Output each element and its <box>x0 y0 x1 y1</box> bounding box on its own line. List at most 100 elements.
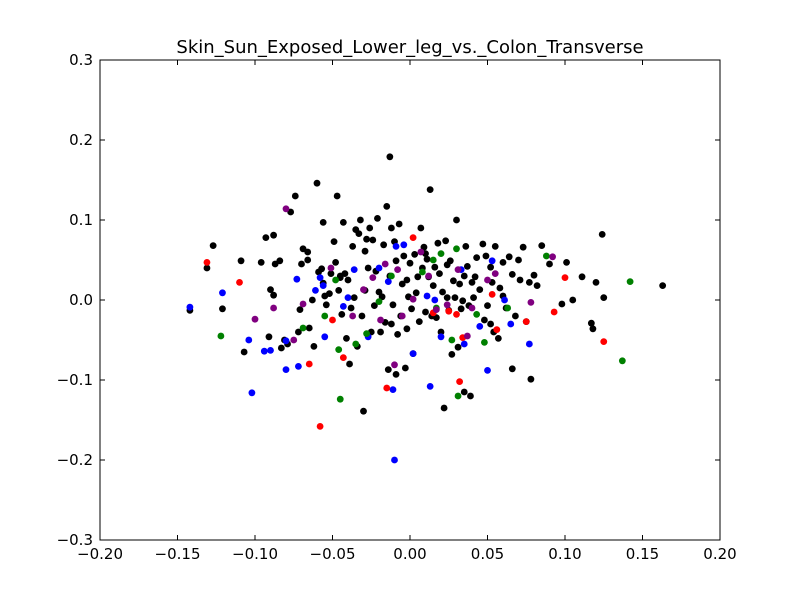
data-point-black <box>392 371 400 378</box>
data-point-black <box>203 264 211 272</box>
data-point-purple <box>484 276 491 284</box>
data-point-purple <box>394 266 401 273</box>
x-tick-label: 0.05 <box>471 545 504 563</box>
data-point-black <box>487 263 494 271</box>
data-point-green <box>618 357 626 365</box>
data-point-black <box>429 282 437 289</box>
data-point-black <box>512 312 519 320</box>
data-point-purple <box>491 270 499 277</box>
data-point-black <box>304 248 312 256</box>
data-point-black <box>386 153 394 161</box>
data-point-black <box>505 253 513 261</box>
data-point-black <box>431 263 439 271</box>
data-point-black <box>491 243 499 250</box>
data-point-black <box>358 312 366 320</box>
data-point-black <box>310 343 318 350</box>
data-point-purple <box>270 304 277 312</box>
data-point-purple <box>398 312 406 320</box>
data-point-purple <box>468 304 476 312</box>
data-point-black <box>270 291 277 299</box>
data-point-green <box>448 336 456 344</box>
data-point-black <box>398 280 406 288</box>
x-axis-tick-labels: −0.20 −0.15 −0.10 −0.05 0.00 0.05 0.10 0.15 0.20 <box>77 545 737 563</box>
y-tick-label: 0.3 <box>69 51 93 69</box>
data-point-purple <box>463 332 471 340</box>
data-point-black <box>471 273 479 281</box>
data-point-black <box>563 259 570 266</box>
data-point-blue <box>392 243 400 250</box>
y-tick-label: 0.1 <box>69 211 93 229</box>
data-point-green <box>332 276 339 284</box>
data-point-blue <box>248 389 256 397</box>
data-point-black <box>412 289 420 297</box>
data-point-black <box>291 192 299 200</box>
chart-title: Skin_Sun_Exposed_Lower_leg_vs._Colon_Tra… <box>176 37 643 58</box>
data-point-black <box>600 294 608 301</box>
data-point-black <box>308 296 316 304</box>
data-point-black <box>319 219 327 226</box>
x-tick-label: −0.15 <box>155 545 201 563</box>
data-point-black <box>237 257 245 265</box>
data-point-black <box>456 280 463 288</box>
data-point-blue <box>282 366 290 373</box>
data-point-black <box>533 282 541 289</box>
data-point-black <box>330 238 338 246</box>
data-point-blue <box>344 294 352 301</box>
data-point-black <box>454 343 462 351</box>
data-point-green <box>217 332 225 340</box>
data-point-black <box>296 306 304 313</box>
data-point-blue <box>437 333 445 341</box>
data-point-black <box>436 270 443 277</box>
data-point-blue <box>260 347 268 355</box>
data-point-black <box>589 325 597 333</box>
data-point-black <box>453 216 460 224</box>
data-point-black <box>434 239 442 247</box>
data-point-black <box>479 240 487 248</box>
data-point-purple <box>443 301 451 309</box>
data-point-blue <box>389 386 397 393</box>
data-point-black <box>558 300 566 308</box>
data-point-black <box>335 287 343 294</box>
data-point-green <box>352 340 360 348</box>
data-point-black <box>219 305 226 313</box>
data-point-blue <box>319 282 327 289</box>
data-point-purple <box>282 205 290 213</box>
data-point-black <box>392 257 400 265</box>
x-tick-label: 0.10 <box>548 545 581 563</box>
data-point-red <box>305 360 313 368</box>
data-point-green <box>321 312 329 320</box>
data-point-black <box>384 366 392 373</box>
data-point-black <box>467 392 474 400</box>
data-point-blue <box>460 340 468 348</box>
data-point-black <box>374 215 381 222</box>
data-point-red <box>453 311 460 318</box>
data-point-green <box>335 346 343 353</box>
data-point-black <box>313 179 321 187</box>
data-point-black <box>363 235 370 243</box>
data-point-black <box>538 242 546 250</box>
data-point-black <box>508 271 516 278</box>
x-tick-label: −0.10 <box>232 545 278 563</box>
data-point-black <box>569 296 577 304</box>
data-point-blue <box>282 337 290 345</box>
data-point-black <box>366 224 374 232</box>
data-point-black <box>415 318 423 325</box>
axis-ticks <box>99 59 721 541</box>
data-point-black <box>448 351 456 358</box>
data-point-purple <box>349 312 357 320</box>
data-point-blue <box>316 274 324 281</box>
data-point-black <box>265 333 273 341</box>
data-point-black <box>420 243 428 251</box>
data-point-black <box>432 314 440 321</box>
data-point-purple <box>327 264 335 272</box>
data-point-black <box>442 237 450 245</box>
data-point-green <box>453 245 460 253</box>
data-point-blue <box>384 278 392 285</box>
data-point-blue <box>391 456 398 464</box>
data-point-black <box>332 259 339 266</box>
data-point-black <box>295 328 302 336</box>
data-point-red <box>339 354 347 361</box>
data-point-black <box>262 234 270 242</box>
data-point-black <box>519 243 527 251</box>
